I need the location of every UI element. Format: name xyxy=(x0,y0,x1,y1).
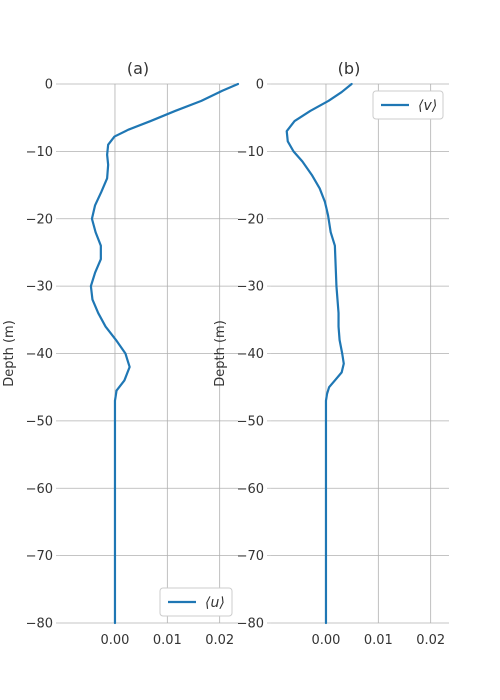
series-line xyxy=(89,82,240,625)
legend: ⟨v⟩ xyxy=(372,90,444,120)
y-tick-label: −80 xyxy=(26,617,53,632)
series-line xyxy=(285,82,353,625)
y-tick-label: 0 xyxy=(45,78,53,93)
y-axis-label: Depth (m) xyxy=(2,320,17,387)
legend-label: ⟨v⟩ xyxy=(418,98,437,114)
y-tick-label: 0 xyxy=(256,78,264,93)
y-tick-label: −40 xyxy=(237,347,264,362)
y-tick-label: −50 xyxy=(237,414,264,429)
y-tick-label: −20 xyxy=(237,212,264,227)
legend: ⟨u⟩ xyxy=(159,587,233,617)
panel-a: 0.00 0.01 0.02 0 −10 −20 −30 −40 −50 −60 −70 −80 (a)… xyxy=(2,59,240,648)
legend-label: ⟨u⟩ xyxy=(205,595,225,611)
x-tick-label: 0.02 xyxy=(205,633,234,648)
y-tick-label: −50 xyxy=(26,414,53,429)
panel-b: 0.00 0.01 0.02 0 −10 −20 −30 −40 −50 −60 −70 −80 (b)… xyxy=(213,59,449,648)
y-tick-label: −70 xyxy=(237,549,264,564)
panel-title: (b) xyxy=(338,59,361,78)
panel-title: (a) xyxy=(127,59,149,78)
y-tick-label: −30 xyxy=(26,280,53,295)
y-tick-label: −40 xyxy=(26,347,53,362)
y-tick-label: −10 xyxy=(26,145,53,160)
y-tick-label: −20 xyxy=(26,212,53,227)
y-tick-label: −60 xyxy=(26,482,53,497)
y-tick-label: −70 xyxy=(26,549,53,564)
x-tick-label: 0.01 xyxy=(364,633,393,648)
x-tick-label: 0.00 xyxy=(100,633,129,648)
y-tick-label: −60 xyxy=(237,482,264,497)
y-tick-label: −80 xyxy=(237,617,264,632)
x-tick-label: 0.02 xyxy=(416,633,445,648)
y-tick-label: −30 xyxy=(237,280,264,295)
x-tick-label: 0.00 xyxy=(311,633,340,648)
x-tick-label: 0.01 xyxy=(153,633,182,648)
y-axis-label: Depth (m) xyxy=(213,320,228,387)
y-tick-label: −10 xyxy=(237,145,264,160)
